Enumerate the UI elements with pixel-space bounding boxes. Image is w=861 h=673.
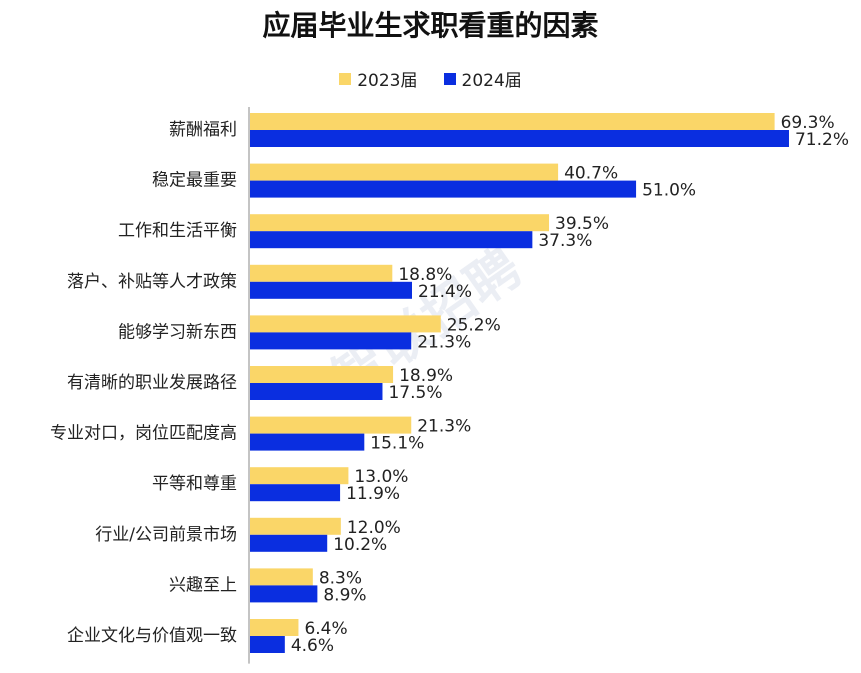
category-label: 能够学习新东西 [118,322,237,342]
legend-label-2024: 2024届 [461,71,522,91]
bar-2023 [250,517,341,535]
bar-2024 [250,484,341,502]
bar-2023 [250,619,299,636]
category-label: 工作和生活平衡 [118,221,237,241]
data-label: 40.7% [564,164,618,184]
data-label: 10.2% [333,535,387,555]
bar-2024 [250,534,328,552]
category-label: 平等和尊重 [152,474,237,494]
data-label: 11.9% [346,484,400,504]
bar-2023 [250,163,559,181]
bar-2023 [250,214,550,232]
data-label: 6.4% [304,619,347,639]
bar-2023 [250,568,313,586]
data-label: 39.5% [555,214,609,234]
data-label: 21.3% [417,417,471,437]
bar-2023 [250,315,441,333]
data-label: 8.3% [319,568,362,588]
chart-title: 应届毕业生求职看重的因素 [262,9,599,42]
data-label: 17.5% [388,383,442,403]
bar-2023 [250,366,394,383]
data-label: 8.9% [323,585,366,605]
data-label: 4.6% [291,636,334,656]
bar-2024 [250,636,285,653]
bar-2023 [250,416,412,434]
category-label: 落户、补贴等人才政策 [67,272,237,292]
legend-swatch-2024 [443,72,456,85]
data-label: 13.0% [354,467,408,487]
legend-swatch-2023 [339,72,352,85]
legend: 2023届 2024届 [0,66,861,91]
bar-2024 [250,383,383,400]
bar-2024 [250,433,365,451]
data-label: 69.3% [781,113,835,133]
data-label: 18.8% [398,265,452,285]
legend-item-2024: 2024届 [443,66,522,91]
category-label: 薪酬福利 [169,120,237,140]
data-label: 25.2% [447,315,501,335]
data-label: 18.9% [399,366,453,386]
bar-2023 [250,113,775,130]
data-label: 15.1% [370,434,424,454]
category-label: 稳定最重要 [152,171,237,191]
bar-2024 [250,332,412,350]
data-label: 51.0% [642,181,696,201]
legend-item-2023: 2023届 [339,66,418,91]
bar-2024 [250,281,412,299]
category-label: 行业/公司前景市场 [95,525,237,545]
bar-2024 [250,180,637,198]
data-label: 21.4% [418,282,472,302]
category-label: 有清晰的职业发展路径 [67,373,237,393]
bar-2023 [250,467,349,485]
category-label: 企业文化与价值观一致 [67,626,237,646]
legend-label-2023: 2023届 [357,71,418,91]
data-label: 21.3% [417,332,471,352]
data-label: 12.0% [347,518,401,538]
bar-2023 [250,264,393,282]
bar-2024 [250,585,318,603]
bar-2024 [250,231,533,249]
data-label: 71.2% [795,130,849,150]
bar-2024 [250,130,789,147]
category-label: 专业对口，岗位匹配度高 [50,424,237,444]
category-label: 兴趣至上 [169,575,237,595]
data-label: 37.3% [538,231,592,251]
